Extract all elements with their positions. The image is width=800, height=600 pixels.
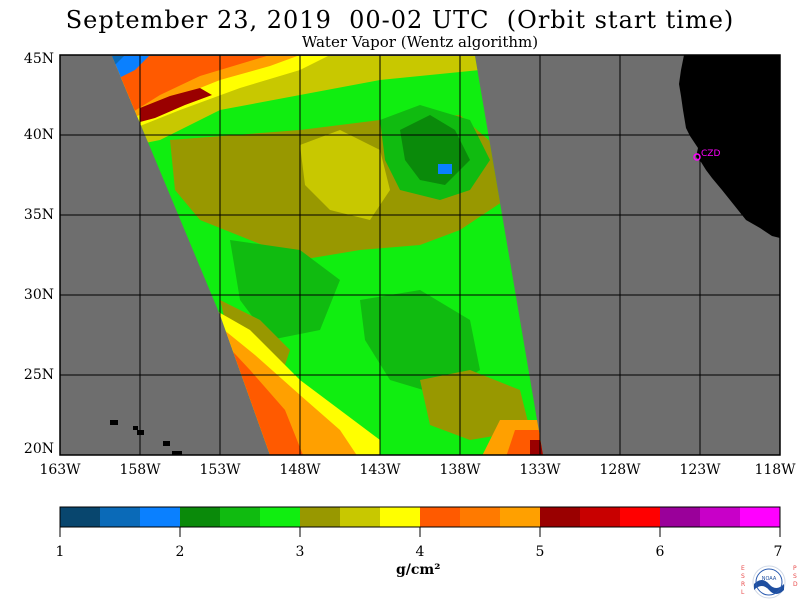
station-marker (693, 153, 701, 161)
colorbar-swatch (740, 507, 781, 527)
colorbar (60, 507, 781, 527)
colorbar-swatch (100, 507, 141, 527)
colorbar-swatch (260, 507, 301, 527)
colorbar-swatch (460, 507, 501, 527)
colorbar-swatch (340, 507, 381, 527)
colorbar-unit: g/cm² (396, 562, 441, 578)
colorbar-swatch (380, 507, 421, 527)
lon-label-128w: 128W (599, 462, 641, 478)
station-label: CZD (701, 149, 720, 159)
noaa-esrl-psd-logo: NOAA E S R L P S D (741, 565, 799, 599)
colorbar-tick-5: 5 (535, 544, 545, 560)
lat-label-25n: 25N (23, 367, 54, 383)
lat-lon-grid (60, 55, 780, 455)
colorbar-swatch (660, 507, 701, 527)
map-subtitle: Water Vapor (Wentz algorithm) (301, 33, 539, 51)
colorbar-tick-7: 7 (773, 544, 783, 560)
colorbar-tick-3: 3 (295, 544, 305, 560)
colorbar-swatch (60, 507, 101, 527)
lon-label-143w: 143W (359, 462, 401, 478)
lat-label-35n: 35N (23, 207, 54, 223)
lon-label-133w: 133W (519, 462, 561, 478)
colorbar-ticks (59, 527, 781, 537)
svg-text:NOAA: NOAA (762, 576, 777, 582)
map-frame (59, 54, 781, 456)
logo-right-letters: P S D (793, 565, 799, 588)
lat-label-20n: 20N (23, 441, 54, 457)
map-title: September 23, 2019 00-02 UTC (Orbit star… (65, 6, 735, 34)
lon-label-153w: 153W (199, 462, 241, 478)
colorbar-swatch (140, 507, 181, 527)
colorbar-swatch (620, 507, 661, 527)
colorbar-swatch (300, 507, 341, 527)
lon-label-148w: 148W (279, 462, 321, 478)
colorbar-swatch (500, 507, 541, 527)
colorbar-swatch (220, 507, 261, 527)
land-mass (679, 55, 780, 238)
logo-left-letters: E S R L (741, 565, 747, 596)
lat-label-45n: 45N (23, 51, 54, 67)
colorbar-swatch (420, 507, 461, 527)
lon-label-158w: 158W (119, 462, 161, 478)
colorbar-swatch (700, 507, 741, 527)
colorbar-swatch (180, 507, 221, 527)
lon-label-123w: 123W (679, 462, 721, 478)
colorbar-swatch (540, 507, 581, 527)
colorbar-swatch (580, 507, 621, 527)
lat-label-40n: 40N (23, 127, 54, 143)
colorbar-tick-1: 1 (55, 544, 65, 560)
lon-label-163w: 163W (39, 462, 81, 478)
lon-label-138w: 138W (439, 462, 481, 478)
colorbar-tick-2: 2 (175, 544, 185, 560)
colorbar-tick-6: 6 (655, 544, 665, 560)
lon-label-118w: 118W (754, 462, 796, 478)
colorbar-tick-4: 4 (415, 544, 425, 560)
lat-label-30n: 30N (23, 287, 54, 303)
